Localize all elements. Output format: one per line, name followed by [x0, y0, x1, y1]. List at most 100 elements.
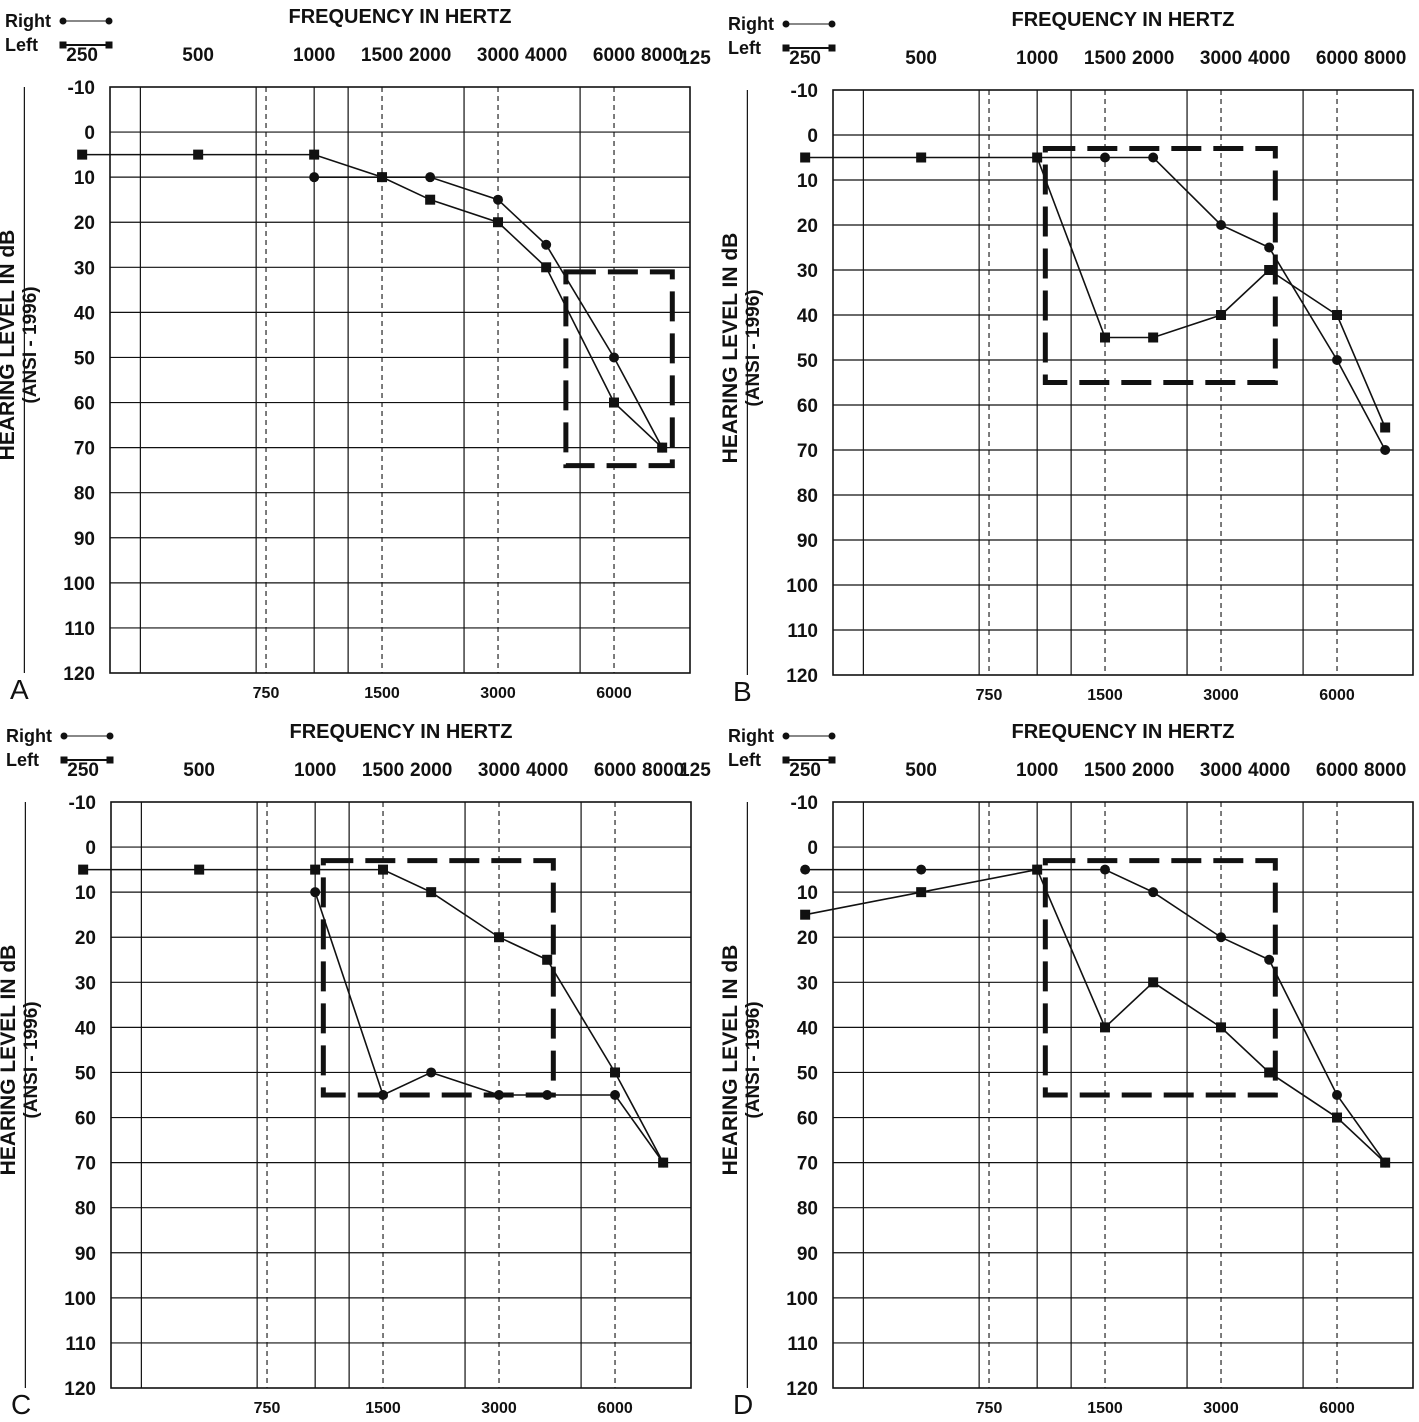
audiogram-panel-d: -10 0 10 20 30 40 50 60 70 80 90 100 110 120 125 250 500… — [679, 721, 1414, 1420]
x-top-tick-label: 250 — [67, 760, 99, 781]
data-point-right-ear — [425, 172, 436, 183]
y-axis-label-sub: (ANSI - 1996) — [743, 289, 764, 406]
panel-label: D — [733, 1389, 753, 1420]
x-bottom-tick-label: 3000 — [1203, 1400, 1239, 1417]
y-tick-label: 90 — [797, 531, 818, 552]
y-tick-label: 40 — [797, 306, 818, 327]
chart-title: FREQUENCY IN HERTZ — [1012, 721, 1235, 743]
y-axis-label-sub: (ANSI - 1996) — [21, 1001, 42, 1118]
y-tick-label: 20 — [74, 213, 95, 234]
y-tick-label: 0 — [85, 838, 96, 859]
x-top-tick-label: 3000 — [1200, 760, 1242, 781]
legend-circle-marker — [59, 17, 67, 25]
x-top-tick-label: 6000 — [593, 45, 635, 66]
x-bottom-tick-label: 750 — [253, 685, 280, 702]
x-bottom-tick-label: 6000 — [596, 685, 632, 702]
legend-square-marker — [782, 44, 790, 52]
chart-title: FREQUENCY IN HERTZ — [1012, 9, 1235, 31]
y-tick-label: 20 — [75, 928, 96, 949]
legend-square-marker — [106, 756, 114, 764]
plot-frame — [832, 89, 1414, 676]
data-point-right-ear — [1380, 445, 1391, 455]
x-top-tick-label: 1500 — [361, 45, 403, 66]
x-top-tick-label: 1000 — [1016, 760, 1058, 781]
legend-circle-marker — [106, 732, 114, 740]
y-tick-label: -10 — [791, 81, 818, 102]
data-point-right-ear — [1148, 152, 1159, 163]
y-tick-label: 110 — [787, 621, 818, 642]
y-tick-label: 80 — [74, 484, 95, 505]
x-top-tick-label: 8000 — [641, 45, 683, 66]
series-line-left — [82, 153, 663, 449]
data-point-right-ear — [1216, 220, 1227, 230]
y-tick-label: -10 — [68, 78, 95, 99]
y-tick-label: 120 — [64, 1379, 96, 1400]
panel-label: C — [11, 1389, 31, 1420]
data-point-left-ear — [493, 217, 504, 228]
data-point-right-ear — [1100, 864, 1111, 875]
data-point-left-ear — [309, 149, 320, 160]
x-top-tick-label: 6000 — [1316, 760, 1358, 781]
y-tick-label: 120 — [786, 666, 818, 687]
data-point-left-ear — [1032, 864, 1043, 875]
data-point-left-ear — [425, 194, 436, 205]
data-point-right-ear — [1216, 932, 1227, 943]
x-top-tick-label: 4000 — [526, 760, 568, 781]
data-point-left-ear — [1380, 422, 1391, 433]
highlight-box — [1042, 146, 1278, 385]
y-tick-label: 80 — [797, 486, 818, 507]
y-tick-label: 20 — [797, 216, 818, 237]
data-point-left-ear — [1100, 1022, 1111, 1033]
y-axis-label: HEARING LEVEL IN dB — [719, 233, 742, 464]
x-top-tick-label: 8000 — [1364, 48, 1406, 69]
x-bottom-tick-label: 750 — [254, 1400, 281, 1417]
legend-square-marker — [105, 41, 113, 49]
data-point-left-ear — [1216, 310, 1227, 320]
y-axis-label: HEARING LEVEL IN dB — [0, 230, 19, 461]
x-top-tick-label: 4000 — [525, 45, 567, 66]
highlight-box — [320, 858, 556, 1098]
x-top-tick-label: 1000 — [1016, 48, 1058, 69]
y-tick-label: 50 — [797, 351, 818, 372]
series-line-right — [805, 868, 1386, 1164]
y-tick-label: 70 — [797, 1154, 818, 1175]
x-bottom-tick-label: 6000 — [1319, 1400, 1355, 1417]
x-bottom-tick-label: 1500 — [1087, 687, 1123, 704]
x-top-tick-label: 125 — [679, 48, 711, 69]
y-tick-label: 60 — [797, 396, 818, 417]
data-point-left-ear — [1332, 310, 1343, 320]
audiogram-panel-b: -10 0 10 20 30 40 50 60 70 80 90 100 110 120 125 250 500… — [679, 9, 1414, 707]
data-point-right-ear — [609, 352, 620, 363]
data-point-left-ear — [193, 149, 204, 160]
data-point-left-ear — [800, 909, 811, 920]
legend-label: Right — [728, 726, 774, 746]
data-point-left-ear — [800, 152, 811, 163]
highlight-box — [563, 269, 675, 469]
y-tick-label: 100 — [786, 1289, 818, 1310]
y-tick-label: 70 — [797, 441, 818, 462]
data-point-right-ear — [610, 1090, 621, 1100]
x-top-tick-label: 500 — [905, 760, 937, 781]
x-top-tick-label: 4000 — [1248, 760, 1290, 781]
x-top-tick-label: 125 — [679, 760, 711, 781]
y-tick-label: 120 — [786, 1379, 818, 1400]
y-tick-label: 110 — [65, 1334, 96, 1355]
chart-title: FREQUENCY IN HERTZ — [290, 721, 513, 743]
data-point-left-ear — [610, 1067, 621, 1078]
plot-frame — [832, 801, 1414, 1389]
legend-label: Right — [6, 726, 52, 746]
x-top-tick-label: 8000 — [1364, 760, 1406, 781]
legend-circle-marker — [105, 17, 113, 25]
x-bottom-tick-label: 1500 — [364, 685, 400, 702]
data-point-left-ear — [1148, 332, 1159, 343]
data-point-left-ear — [310, 864, 321, 875]
y-tick-label: 0 — [807, 126, 818, 147]
legend-circle-marker — [60, 732, 68, 740]
x-top-tick-label: 6000 — [1316, 48, 1358, 69]
legend-label: Left — [728, 750, 761, 770]
x-top-tick-label: 2000 — [1132, 760, 1174, 781]
y-tick-label: 100 — [64, 1289, 96, 1310]
x-top-tick-label: 3000 — [477, 45, 519, 66]
y-tick-label: 100 — [786, 576, 818, 597]
y-axis-label-sub: (ANSI - 1996) — [20, 286, 41, 403]
